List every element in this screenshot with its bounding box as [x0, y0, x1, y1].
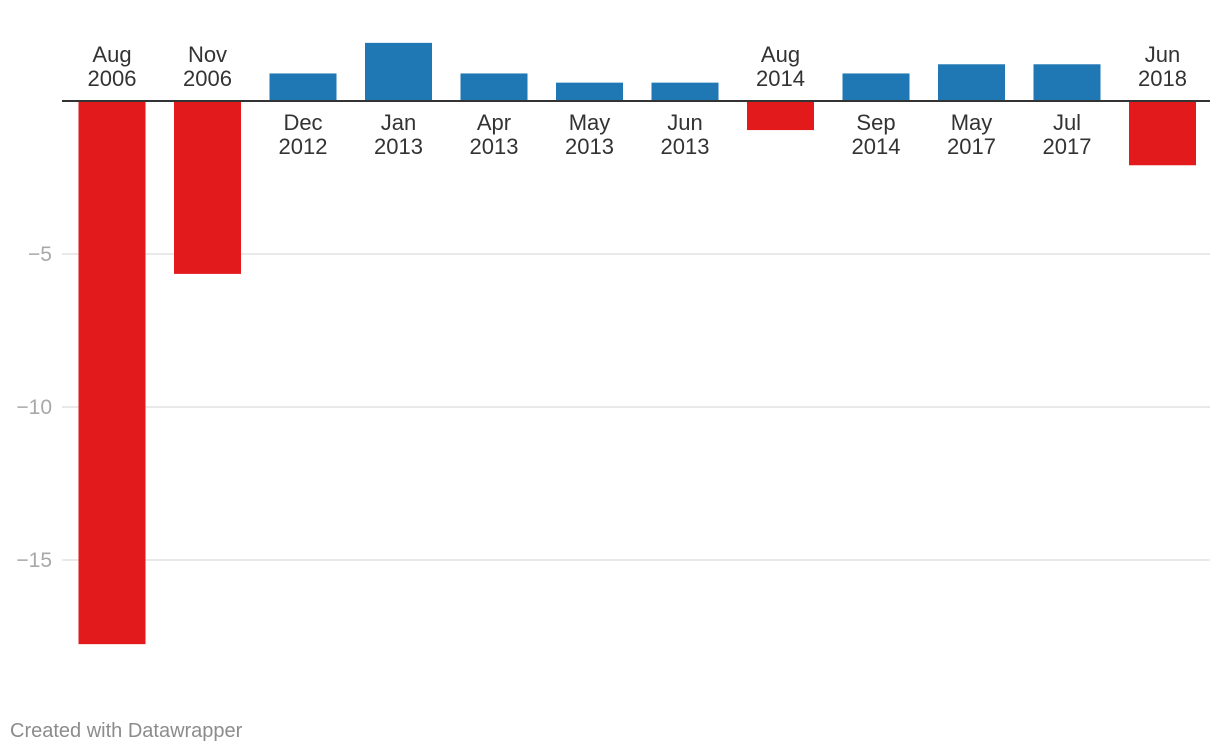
category-label: 2013: [565, 134, 614, 159]
category-label: Apr: [477, 110, 511, 135]
category-label: Aug: [92, 42, 131, 67]
bar: [747, 101, 814, 131]
bar: [460, 73, 528, 101]
bar: [938, 64, 1005, 101]
category-label: Jan: [381, 110, 416, 135]
y-tick-label: −5: [28, 243, 52, 266]
y-tick-label: −10: [16, 396, 52, 419]
category-label: Jul: [1053, 110, 1081, 135]
category-label: May: [569, 110, 611, 135]
bar: [269, 73, 337, 101]
bar: [651, 82, 719, 101]
category-label: 2013: [374, 134, 423, 159]
bar-chart: −5−10−15 Aug2006Nov2006Dec2012Jan2013Apr…: [16, 42, 1210, 645]
category-label: Aug: [761, 42, 800, 67]
category-label: 2018: [1138, 66, 1187, 91]
category-label: Jun: [1145, 42, 1180, 67]
category-label: 2006: [183, 66, 232, 91]
bar: [556, 82, 623, 101]
category-label: May: [951, 110, 993, 135]
category-label: 2013: [470, 134, 519, 159]
grid-layer: −5 −10 −15: [16, 243, 1210, 572]
bar: [365, 42, 432, 101]
category-label: 2017: [1043, 134, 1092, 159]
category-label: 2013: [661, 134, 710, 159]
bar-layer: [62, 42, 1210, 645]
category-label: 2012: [279, 134, 328, 159]
category-label: 2006: [88, 66, 137, 91]
y-tick-label: −15: [16, 549, 52, 572]
bar: [842, 73, 910, 101]
category-label: 2014: [756, 66, 805, 91]
bar: [78, 101, 146, 645]
datawrapper-credit: Created with Datawrapper: [10, 720, 243, 742]
category-label: Jun: [667, 110, 702, 135]
bar: [1033, 64, 1101, 101]
category-label: Nov: [188, 42, 227, 67]
label-layer: Aug2006Nov2006Dec2012Jan2013Apr2013May20…: [88, 42, 1187, 159]
category-label: 2017: [947, 134, 996, 159]
bar: [174, 101, 241, 274]
category-label: Dec: [283, 110, 322, 135]
bar: [1129, 101, 1196, 166]
category-label: Sep: [856, 110, 895, 135]
category-label: 2014: [852, 134, 901, 159]
